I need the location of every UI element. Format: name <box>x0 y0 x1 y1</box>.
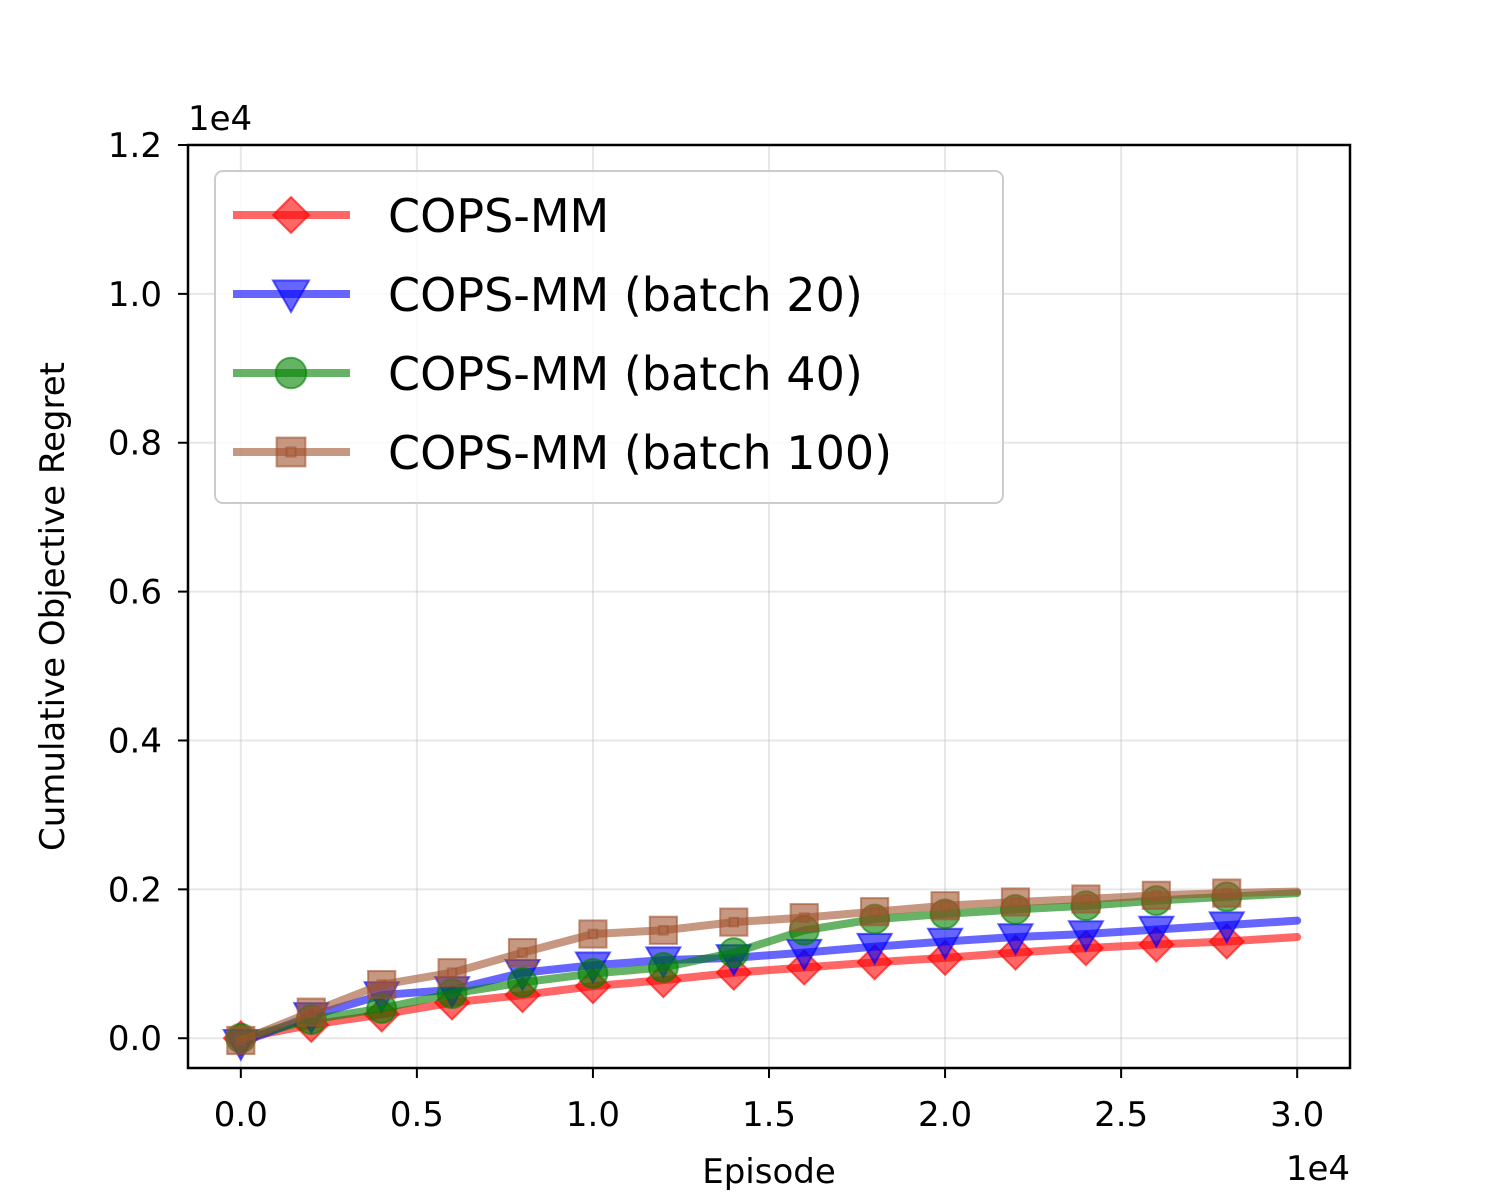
data-point <box>789 903 819 933</box>
series-line <box>236 889 1302 1043</box>
data-point-inner <box>658 925 669 936</box>
data-point-inner <box>235 1035 247 1046</box>
x-exponent-label: 1e4 <box>1286 1149 1350 1189</box>
x-tick-label: 2.0 <box>918 1095 972 1135</box>
legend: COPS-MM COPS-MM (batch 20) COPS-MM (batch … <box>214 170 1004 504</box>
data-point-inner <box>1010 896 1021 908</box>
series-line <box>236 887 1302 1045</box>
y-tick-label: 1.2 <box>108 126 162 166</box>
legend-entries: COPS-MM COPS-MM (batch 20) COPS-MM (batch … <box>233 189 892 480</box>
data-point <box>1071 884 1101 914</box>
data-point-inner <box>517 947 528 958</box>
data-point-inner <box>587 928 599 940</box>
legend-entry: COPS-MM <box>233 189 609 243</box>
data-point-inner <box>1221 887 1233 899</box>
data-point <box>860 897 890 927</box>
data-point-inner <box>376 979 387 990</box>
x-tick-label: 2.5 <box>1094 1095 1148 1135</box>
data-point <box>507 938 538 968</box>
data-point-inner <box>446 967 458 978</box>
data-point <box>718 937 750 969</box>
y-tick-label: 1.0 <box>108 275 162 315</box>
data-point <box>507 966 538 998</box>
y-tick-label: 0.2 <box>108 870 162 910</box>
data-point <box>1137 915 1176 949</box>
data-point <box>367 970 397 1000</box>
series-4 <box>226 878 1302 1056</box>
legend-label: COPS-MM (batch 100) <box>388 426 892 480</box>
data-point <box>577 958 609 989</box>
y-exponent-label: 1e4 <box>188 99 252 139</box>
x-tick-label: 1.5 <box>742 1095 796 1135</box>
legend-marker-inner <box>285 446 297 458</box>
data-point <box>1141 880 1171 910</box>
data-point <box>437 958 467 988</box>
data-point <box>1067 920 1105 954</box>
data-point <box>719 907 749 937</box>
data-point <box>578 919 608 949</box>
x-axis-label: Episode <box>702 1152 836 1192</box>
y-tick-label: 0.0 <box>108 1019 162 1059</box>
x-tick-label: 1.0 <box>566 1095 620 1135</box>
y-tick-label: 0.4 <box>108 721 162 761</box>
data-point-inner <box>939 900 951 911</box>
legend-entry: COPS-MM (batch 20) <box>233 268 863 322</box>
y-axis-label: Cumulative Objective Regret <box>33 362 73 851</box>
legend-box <box>214 170 1004 504</box>
y-tick-label: 0.6 <box>108 573 162 613</box>
x-tick-label: 0.5 <box>390 1095 444 1135</box>
ticks: 0.0 0.5 1.0 1.5 2.0 2.5 3.0 0.0 0.2 0.4 0.6 0.8 1.0 1… <box>108 126 1324 1135</box>
data-point <box>647 952 679 983</box>
data-point-inner <box>869 906 880 917</box>
data-point <box>226 1025 256 1056</box>
series-layer <box>222 878 1302 1062</box>
legend-marker <box>271 195 311 235</box>
data-point-inner <box>1080 893 1092 905</box>
legend-entry: COPS-MM (batch 100) <box>233 426 892 480</box>
data-point-inner <box>728 916 740 928</box>
legend-label: COPS-MM (batch 40) <box>388 347 863 401</box>
data-point <box>296 997 326 1027</box>
legend-marker <box>275 436 307 468</box>
data-point <box>930 891 960 921</box>
legend-label: COPS-MM (batch 20) <box>388 268 863 322</box>
data-point <box>1000 887 1031 917</box>
legend-marker <box>274 356 308 390</box>
data-point-inner <box>1151 890 1162 901</box>
data-point <box>1208 911 1246 945</box>
legend-entry: COPS-MM (batch 40) <box>233 347 863 401</box>
data-point-inner <box>305 1006 317 1018</box>
data-point <box>648 915 678 945</box>
data-point <box>1212 878 1242 908</box>
legend-marker <box>271 279 311 315</box>
series-line <box>236 916 1302 1047</box>
legend-label: COPS-MM <box>388 189 609 243</box>
y-tick-label: 0.8 <box>108 424 162 464</box>
data-point-inner <box>798 912 810 923</box>
x-tick-label: 0.0 <box>214 1095 268 1135</box>
series-line <box>236 932 1302 1043</box>
x-tick-label: 3.0 <box>1270 1095 1324 1135</box>
